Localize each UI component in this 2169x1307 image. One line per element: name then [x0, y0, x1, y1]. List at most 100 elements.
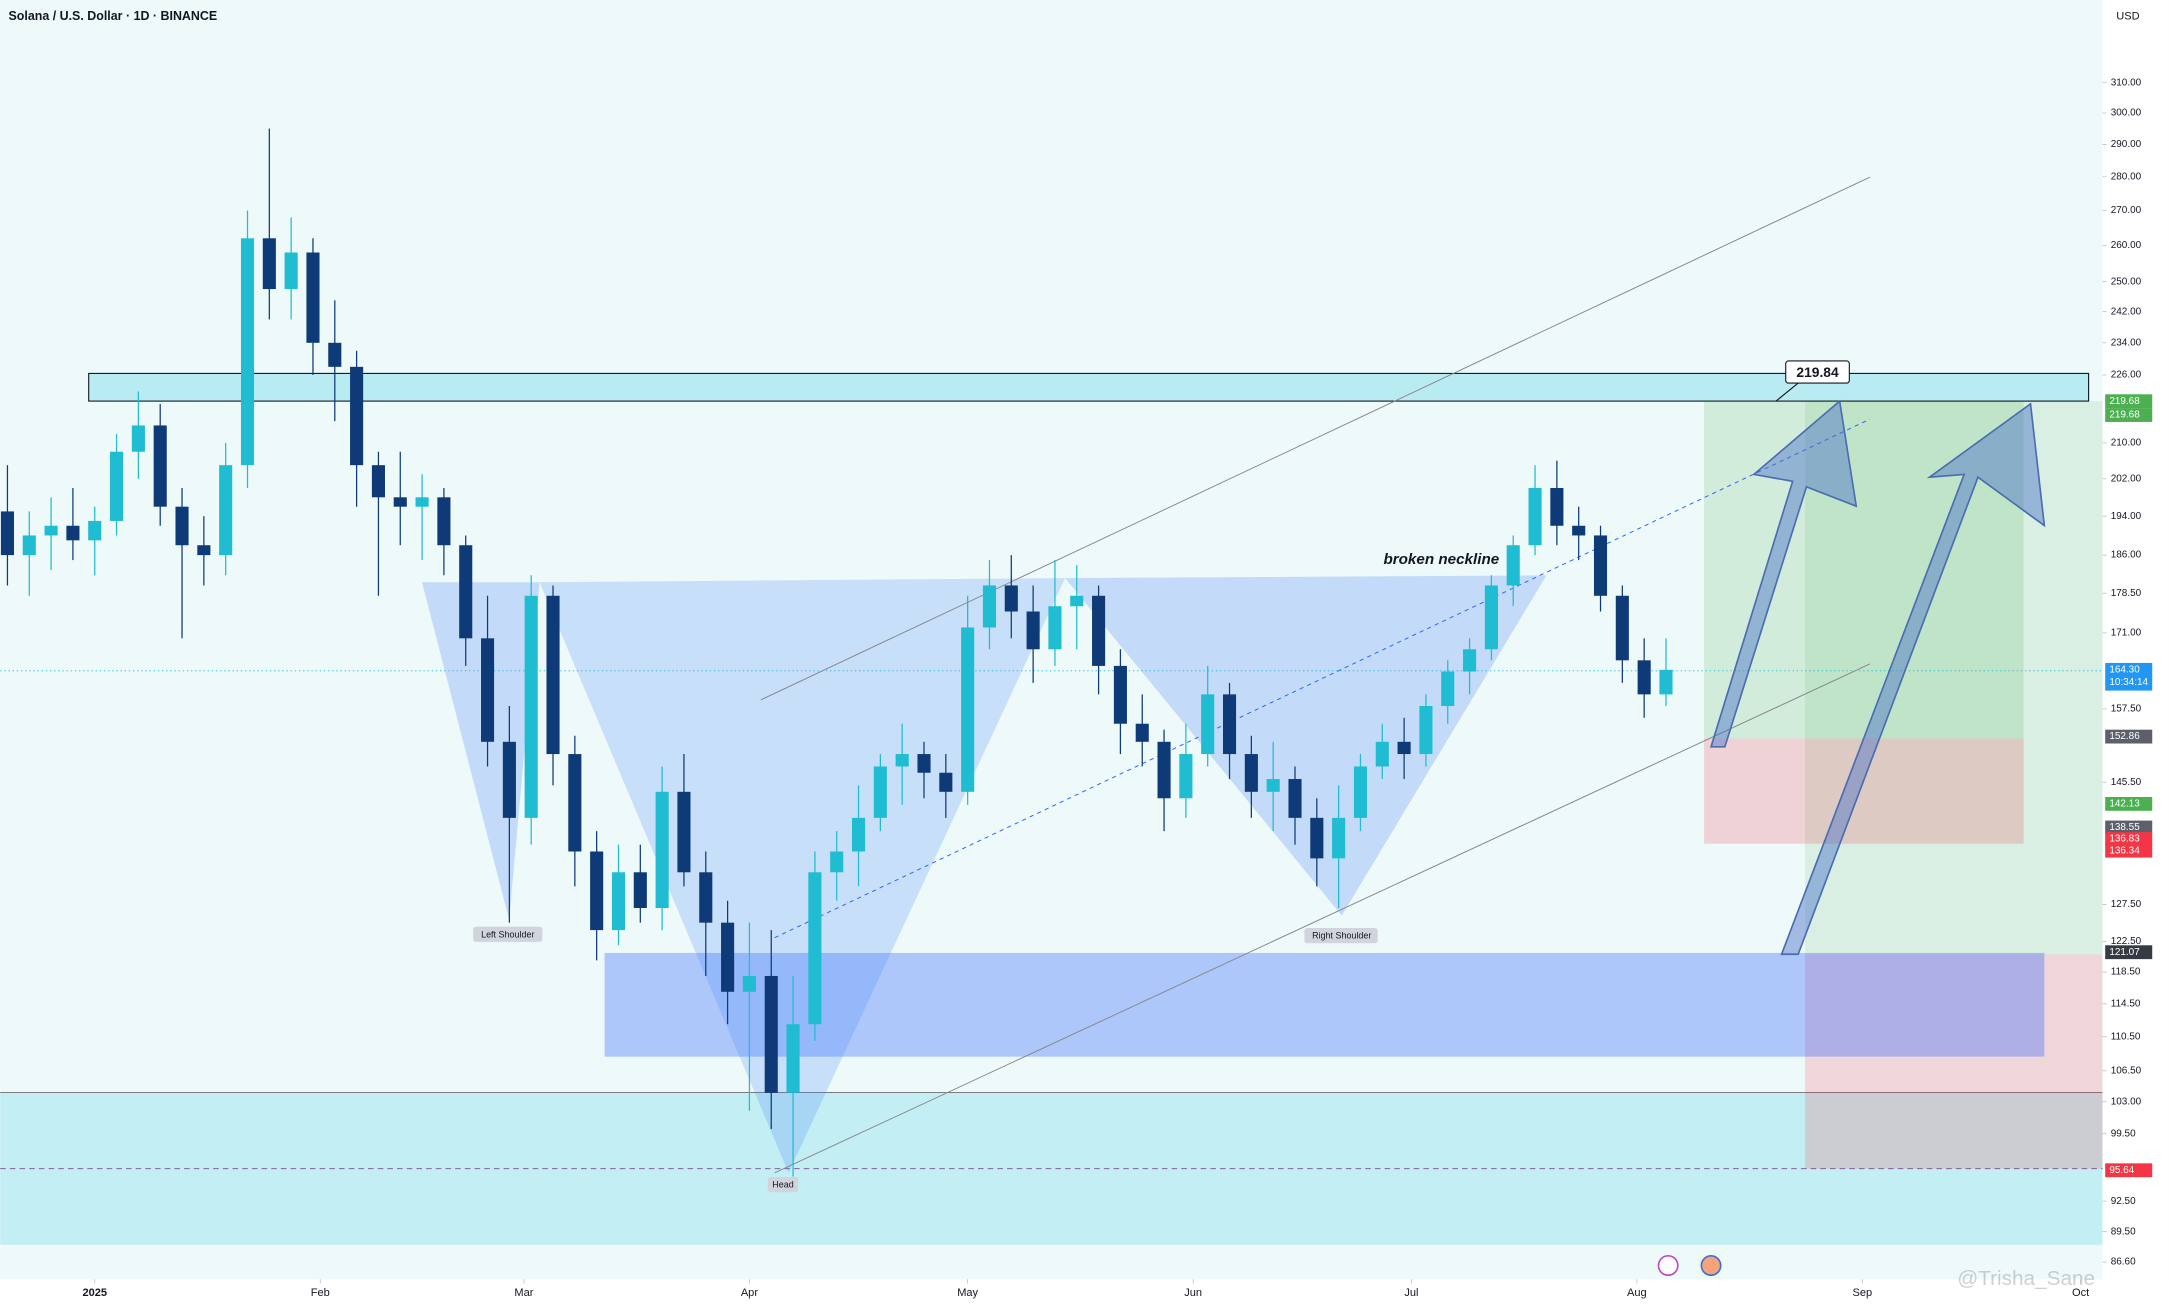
price-label: 142.13 — [2109, 799, 2140, 810]
candle-body — [437, 497, 451, 546]
candle-body — [1397, 741, 1411, 755]
x-tick-label: Oct — [2072, 1287, 2089, 1299]
candle-body — [1026, 611, 1040, 650]
candle-body — [175, 506, 189, 546]
candle-body — [1092, 595, 1106, 666]
y-tick-label: 202.00 — [2111, 473, 2142, 484]
callout — [1785, 360, 1850, 384]
x-tick-label: Jun — [1184, 1287, 1202, 1299]
channel-line — [760, 176, 1871, 701]
annotation: 219.84 — [1796, 364, 1839, 380]
x-tick-label: Sep — [1853, 1287, 1873, 1299]
candle-body — [895, 754, 909, 767]
icon[interactable] — [1700, 1254, 1722, 1277]
candle-body — [371, 465, 385, 498]
y-tick-label: 260.00 — [2111, 240, 2142, 251]
candle-body — [284, 252, 298, 290]
candle-body — [808, 872, 822, 1025]
annotation: Head — [772, 1180, 793, 1190]
currency: USD — [2116, 11, 2139, 23]
y-tick-label: 210.00 — [2111, 438, 2142, 449]
candle-body — [110, 451, 124, 521]
countdown: 10:34:14 — [2109, 677, 2148, 688]
y-tick-label: 86.60 — [2111, 1257, 2136, 1268]
price-label: 136.34 — [2109, 845, 2140, 856]
candle-body — [1244, 754, 1258, 792]
candle-body — [917, 754, 931, 773]
arrow — [1780, 402, 2046, 956]
candle-body — [1637, 660, 1651, 695]
candle-body — [742, 975, 756, 992]
y-tick-label: 145.50 — [2111, 777, 2142, 788]
candle-body — [262, 238, 276, 290]
y-tick-label: 242.00 — [2111, 306, 2142, 317]
candle-body — [502, 741, 516, 818]
x-tick-label: May — [957, 1287, 978, 1299]
y-tick-label: 186.00 — [2111, 550, 2142, 561]
head-shape — [539, 578, 1066, 1173]
candle-body — [786, 1024, 800, 1093]
candle-body — [1222, 694, 1237, 755]
candle-body — [1353, 766, 1368, 818]
y-tick-label: 92.50 — [2111, 1196, 2136, 1207]
candle-body — [1157, 741, 1171, 799]
target-zone — [1704, 401, 2024, 739]
neckline — [774, 418, 1871, 939]
callout-pointer — [1775, 382, 1799, 402]
candle-body — [982, 585, 997, 628]
x-tick-label: Jul — [1404, 1287, 1418, 1299]
y-tick-label: 89.50 — [2111, 1226, 2136, 1237]
candle-body — [1593, 535, 1608, 596]
icon[interactable] — [1657, 1254, 1679, 1277]
candle-body — [1266, 779, 1280, 792]
price-label: 219.68 — [2109, 396, 2140, 407]
y-tick-label: 157.50 — [2111, 704, 2142, 715]
candle-body — [939, 772, 953, 792]
y-tick-label: 178.50 — [2111, 588, 2142, 599]
candle-body — [655, 791, 669, 908]
candle-body — [873, 766, 887, 818]
candle-body — [197, 545, 211, 556]
candle-body — [1659, 669, 1673, 695]
price-label-bg — [2105, 394, 2153, 409]
candle-body — [393, 497, 407, 507]
right-shoulder-shape — [1065, 575, 1547, 916]
candle-body — [721, 922, 735, 992]
chart-title: Solana / U.S. Dollar · 1D · BINANCE — [8, 9, 217, 23]
candle-body — [1441, 671, 1455, 707]
candle-body — [1550, 488, 1564, 526]
candle-body — [153, 425, 167, 507]
label-bg — [767, 1176, 799, 1193]
candle-body — [481, 638, 495, 742]
y-tick-label: 127.50 — [2111, 899, 2142, 910]
candle-body — [1179, 754, 1193, 799]
x-tick-label: Aug — [1627, 1287, 1647, 1299]
y-tick-label: 103.00 — [2111, 1096, 2142, 1107]
candle-body — [764, 975, 778, 1093]
price-label-bg — [2105, 662, 2153, 691]
price-label: 95.64 — [2109, 1165, 2134, 1176]
resistance-zone — [88, 372, 2090, 402]
candle-body — [1375, 741, 1389, 767]
y-tick-label: 171.00 — [2111, 628, 2142, 639]
candle-body — [590, 851, 604, 931]
candle-body — [240, 238, 255, 466]
price-label-bg — [2105, 1163, 2153, 1178]
watermark: @Trisha_Sane — [1957, 1267, 2095, 1290]
y-tick-label: 118.50 — [2111, 967, 2141, 978]
candle-body — [1288, 779, 1302, 818]
price-axis — [2102, 0, 2169, 1307]
price-label-bg — [2105, 945, 2153, 960]
candle-body — [699, 872, 713, 923]
candle-body — [0, 511, 14, 556]
candles — [0, 128, 1673, 1177]
y-tick-label: 99.50 — [2111, 1128, 2136, 1139]
y-tick-label: 122.50 — [2111, 936, 2142, 947]
candle-body — [328, 342, 342, 367]
y-tick-label: 226.00 — [2111, 370, 2142, 381]
label-bg — [1304, 928, 1378, 944]
price-label-bg — [2105, 729, 2153, 744]
